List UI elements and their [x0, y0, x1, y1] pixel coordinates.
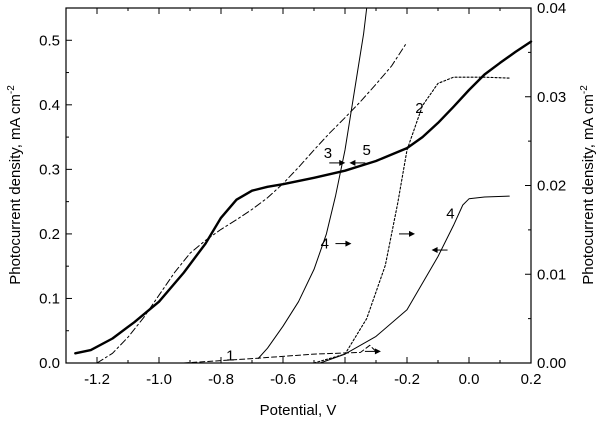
x-tick-label: -0.2 [394, 371, 420, 388]
left-y-axis-ticks: 0.0 0.1 0.2 0.3 0.4 0.5 [39, 7, 72, 372]
right-y-axis-title-sup: -2 [579, 85, 590, 94]
x-tick-label: -1.0 [146, 371, 172, 388]
curve-label: 4 [446, 205, 454, 222]
left-y-axis-title-text: Photocurrent density, mA cm [7, 94, 24, 285]
left-y-tick-label: 0.1 [39, 290, 60, 307]
x-tick-label: -1.2 [84, 371, 110, 388]
direction-arrow-head [409, 230, 415, 237]
left-y-axis-title-sup: -2 [6, 85, 17, 94]
curve-label: 2 [415, 100, 423, 117]
x-tick-label: -0.4 [332, 371, 358, 388]
left-y-tick-label: 0.4 [39, 97, 60, 114]
series-line-1 [74, 40, 533, 355]
right-y-tick-label: 0.03 [537, 89, 566, 106]
right-y-tick-label: 0.04 [537, 0, 566, 17]
series-layer [74, 7, 533, 364]
series-line-4 [313, 76, 510, 364]
arrow-layer [329, 159, 448, 355]
right-y-tick-label: 0.02 [537, 178, 566, 195]
x-axis-title: Potential, V [260, 402, 337, 419]
x-tick-label: 0.2 [521, 371, 542, 388]
x-tick-label: 0.0 [459, 371, 480, 388]
left-y-tick-label: 0.2 [39, 226, 60, 243]
series-line-5 [319, 195, 510, 364]
series-line-6 [183, 344, 377, 364]
direction-arrow-head [349, 159, 356, 166]
direction-arrow-head [374, 348, 381, 355]
series-line-3 [257, 7, 368, 359]
right-y-tick-label: 0.01 [537, 266, 566, 283]
left-y-tick-label: 0.5 [39, 32, 60, 49]
direction-arrow-head [431, 247, 438, 254]
curve-label: 4 [321, 236, 329, 253]
x-tick-label: -0.6 [270, 371, 296, 388]
direction-arrow-head [339, 159, 346, 166]
curve-label: 3 [324, 145, 332, 162]
right-y-axis-ticks: 0.00 0.01 0.02 0.03 0.04 [525, 0, 566, 372]
x-tick-label: -0.8 [208, 371, 234, 388]
left-y-axis-title: Photocurrent density, mA cm-2 [6, 85, 24, 285]
right-y-tick-label: 0.00 [537, 355, 566, 372]
left-y-tick-label: 0.3 [39, 161, 60, 178]
annotation-layer: 1 2 3 4 4 5 [226, 100, 454, 364]
plot-frame [65, 7, 532, 364]
right-y-axis-title: Photocurrent density, mA cm-2 [579, 85, 597, 285]
right-y-axis-title-text: Photocurrent density, mA cm [580, 94, 597, 285]
curve-label: 5 [363, 142, 371, 159]
direction-arrow-head [345, 240, 352, 247]
left-y-tick-label: 0.0 [39, 355, 60, 372]
x-axis-ticks: -1.2 -1.0 -0.8 -0.6 -0.4 -0.2 0.0 0.2 [65, 8, 542, 388]
series-line-2 [96, 41, 408, 364]
curve-label: 1 [226, 347, 234, 364]
